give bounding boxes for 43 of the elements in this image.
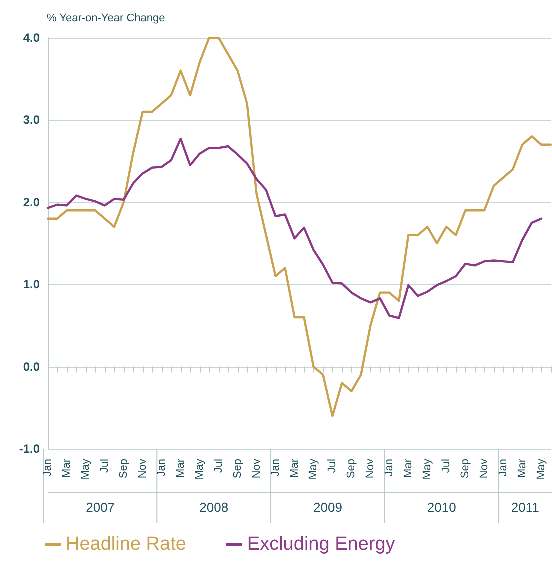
x-tick-label: Nov [136,458,149,479]
x-tick-label: Jul [212,459,225,474]
x-tick-label: Jan [498,459,510,477]
y-tick-label: 1.0 [23,278,40,292]
text: 2009 [314,500,342,515]
text: 2008 [200,500,229,515]
legend-label: Excluding Energy [247,534,396,555]
x-tick-label: Jul [440,459,453,474]
y-tick-label: -1.0 [19,442,40,456]
x-tick-label: Jul [326,459,339,474]
x-tick-label: May [80,458,92,480]
x-tick-label: Mar [288,458,301,478]
x-tick-label: Jan [384,459,396,477]
x-tick-label: Jan [156,459,168,477]
text: 2007 [86,500,116,515]
x-tick-label: Nov [250,458,263,479]
y-tick-label: 4.0 [23,31,40,45]
x-tick-label: Mar [60,458,73,478]
x-tick-label: Sep [346,459,358,479]
x-tick-label: May [422,458,434,480]
y-tick-label: 3.0 [23,113,40,128]
y-axis-title: % Year-on-Year Change [47,12,166,24]
x-tick-label: Jul [98,459,111,474]
legend-label: Headline Rate [66,534,186,555]
text: 2011 [511,500,540,515]
x-tick-label: Mar [516,458,529,478]
x-tick-label: Sep [460,459,472,479]
x-tick-label: Nov [478,458,491,479]
x-tick-label: May [194,458,206,480]
y-tick-label: 2.0 [23,195,40,210]
line-series [46,138,543,320]
x-tick-label: May [308,458,320,480]
x-tick-label: Sep [118,459,130,479]
line-series [46,36,552,418]
text: 2010 [427,500,456,515]
x-tick-label: Jan [42,459,54,477]
x-tick-label: Nov [364,458,377,479]
y-tick-label: 0.0 [23,360,40,374]
x-tick-label: Jan [270,459,282,477]
x-tick-label: Mar [174,458,187,478]
x-tick-label: May [536,458,548,480]
x-tick-label: Sep [232,459,244,479]
x-tick-label: Mar [402,458,415,478]
